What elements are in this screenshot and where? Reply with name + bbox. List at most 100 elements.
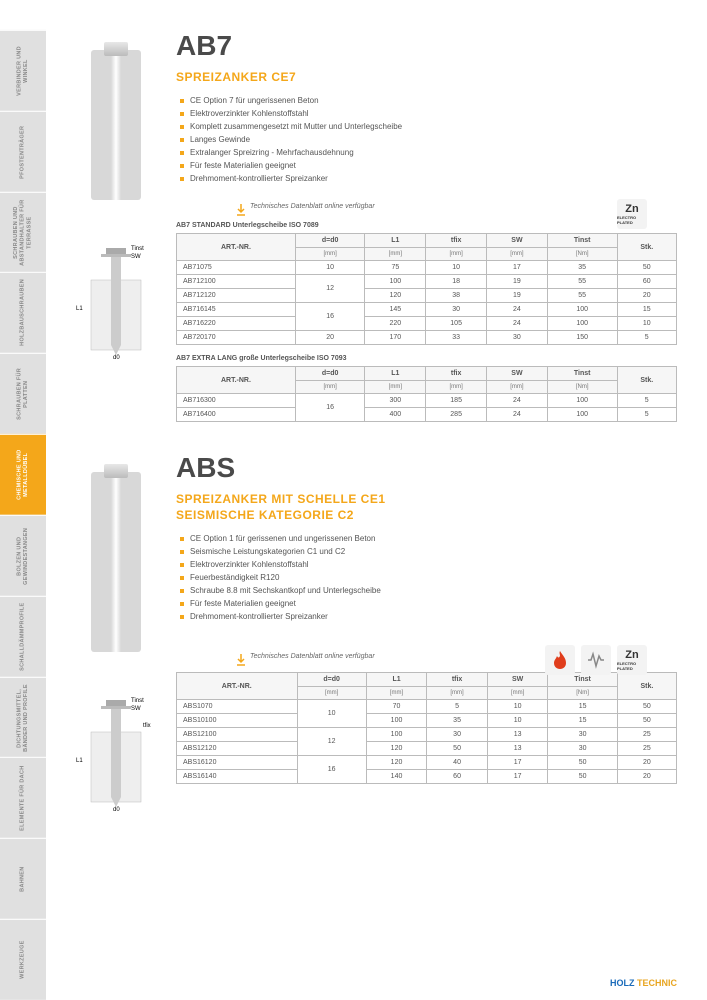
ab7-subtitle: SPREIZANKER CE7 (176, 70, 677, 84)
table-cell: 10 (487, 700, 548, 714)
table-cell: 145 (365, 303, 426, 317)
table-cell: 285 (426, 408, 487, 422)
table-row: ABS107010705101550 (177, 700, 677, 714)
table-row: AB71614516145302410015 (177, 303, 677, 317)
svg-text:SW: SW (131, 254, 141, 260)
feature-item: Feuerbeständigkeit R120 (180, 571, 677, 584)
side-tab[interactable]: BOLZEN UND GEWINDESTANGEN (0, 515, 46, 596)
side-tab[interactable]: SCHRAUBEN FÜR PLATTEN (0, 353, 46, 434)
svg-text:d0: d0 (113, 355, 120, 360)
col-header: Stk. (617, 234, 676, 261)
table-cell: 16 (295, 303, 365, 331)
zn-badge: ZnELECTRO PLATED (617, 645, 647, 675)
side-tab[interactable]: WERKZEUGE (0, 919, 46, 1000)
feature-item: Elektroverzinkter Kohlenstoffstahl (180, 107, 677, 120)
col-unit: [mm] (295, 248, 365, 261)
ab7-right: AB7 SPREIZANKER CE7 CE Option 7 für unge… (176, 30, 677, 422)
table-row: AB7201702017033301505 (177, 331, 677, 345)
table-cell: 13 (487, 742, 548, 756)
col-header: tfix (427, 673, 488, 687)
abs-right: ABS SPREIZANKER MIT SCHELLE CE1 SEISMISC… (176, 452, 677, 812)
table-row: AB71075107510173550 (177, 261, 677, 275)
ab7-title: AB7 (176, 30, 677, 62)
feature-item: Drehmoment-kontrollierter Spreizanker (180, 610, 677, 623)
table-cell: AB712120 (177, 289, 296, 303)
table-cell: 105 (426, 317, 487, 331)
table-cell: 35 (427, 714, 488, 728)
svg-text:Tinst: Tinst (131, 246, 144, 252)
col-header: ART.-NR. (177, 367, 296, 394)
table-cell: 300 (365, 394, 426, 408)
table-cell: 17 (487, 261, 548, 275)
table-cell: 20 (617, 289, 676, 303)
table-row: ABS121001210030133025 (177, 728, 677, 742)
side-tab[interactable]: SCHALLDÄMMPROFILE (0, 596, 46, 677)
side-tab[interactable]: VERBINDER UND WINKEL (0, 30, 46, 111)
zn-badge: ZnELECTRO PLATED (617, 199, 647, 229)
side-tab[interactable]: HOLZBAUSCHRAUBEN (0, 272, 46, 353)
table-cell: 140 (366, 770, 427, 784)
table-row: AB7121001210018195560 (177, 275, 677, 289)
table-cell: 17 (487, 756, 548, 770)
col-header: SW (487, 234, 548, 248)
table-cell: 24 (487, 408, 548, 422)
table-cell: 5 (427, 700, 488, 714)
ab7-features: CE Option 7 für ungerissenen BetonElektr… (180, 94, 677, 185)
side-tab[interactable]: DICHTUNGSMITTEL, BÄNDER UND PROFILE (0, 677, 46, 758)
side-tab[interactable]: ELEMENTE FÜR DACH (0, 757, 46, 838)
col-header: ART.-NR. (177, 234, 296, 261)
col-unit: [mm] (426, 381, 487, 394)
side-tab[interactable]: BAHNEN (0, 838, 46, 919)
col-unit: [mm] (487, 687, 548, 700)
side-tab[interactable]: SCHRAUBEN UND ABSTANDHALTER FÜR TERRASSE (0, 192, 46, 273)
abs-left: L1 Tinst SW tfix d0 (56, 452, 176, 812)
svg-text:L1: L1 (76, 758, 83, 764)
col-unit: [Nm] (548, 687, 617, 700)
side-tab[interactable]: CHEMISCHE UND METALLDÜBEL (0, 434, 46, 515)
ab7-notice: Technisches Datenblatt online verfügbar (236, 203, 677, 216)
feature-item: Für feste Materialien geeignet (180, 159, 677, 172)
table-cell: 120 (366, 756, 427, 770)
ab7-left: L1 Tinst SW d0 (56, 30, 176, 422)
abs-title: ABS (176, 452, 677, 484)
col-header: Stk. (617, 673, 676, 700)
col-header: SW (487, 673, 548, 687)
table-cell: 50 (548, 756, 617, 770)
svg-text:Tinst: Tinst (131, 698, 144, 704)
table-cell: 10 (487, 714, 548, 728)
table-cell: 10 (295, 261, 365, 275)
abs-diagram: L1 Tinst SW tfix d0 (71, 692, 161, 812)
feature-item: CE Option 7 für ungerissenen Beton (180, 94, 677, 107)
table-cell: 50 (548, 770, 617, 784)
col-unit: [Nm] (547, 381, 617, 394)
side-tab[interactable]: PFOSTENTRÄGER (0, 111, 46, 192)
table-cell: 12 (295, 275, 365, 303)
table-row: AB71630016300185241005 (177, 394, 677, 408)
main: L1 Tinst SW d0 AB7 SPREIZANKER CE7 CE Op… (46, 0, 707, 1000)
col-unit: [mm] (365, 248, 426, 261)
table-cell: 120 (366, 742, 427, 756)
table-cell: 100 (366, 728, 427, 742)
table-cell: 15 (617, 303, 676, 317)
svg-text:L1: L1 (76, 306, 83, 312)
table-cell: AB716145 (177, 303, 296, 317)
table-cell: 120 (365, 289, 426, 303)
seismic-badge (581, 645, 611, 675)
col-header: Stk. (617, 367, 676, 394)
ab7-badges: ZnELECTRO PLATED (617, 199, 647, 229)
table-cell: 10 (426, 261, 487, 275)
table-cell: ABS1070 (177, 700, 298, 714)
col-unit: [mm] (487, 381, 548, 394)
download-icon (236, 654, 246, 666)
table-cell: 50 (617, 714, 676, 728)
col-unit: [mm] (297, 687, 366, 700)
ab7-table2-caption: AB7 EXTRA LANG große Unterlegscheibe ISO… (176, 355, 677, 362)
table-row: ABS161201612040175020 (177, 756, 677, 770)
col-header: L1 (365, 367, 426, 381)
table-row: ABS1212012050133025 (177, 742, 677, 756)
feature-item: Seismische Leistungskategorien C1 und C2 (180, 545, 677, 558)
abs-product-image (91, 472, 141, 652)
abs-subtitle2: SEISMISCHE KATEGORIE C2 (176, 508, 677, 522)
table-cell: 15 (548, 700, 617, 714)
fire-badge (545, 645, 575, 675)
